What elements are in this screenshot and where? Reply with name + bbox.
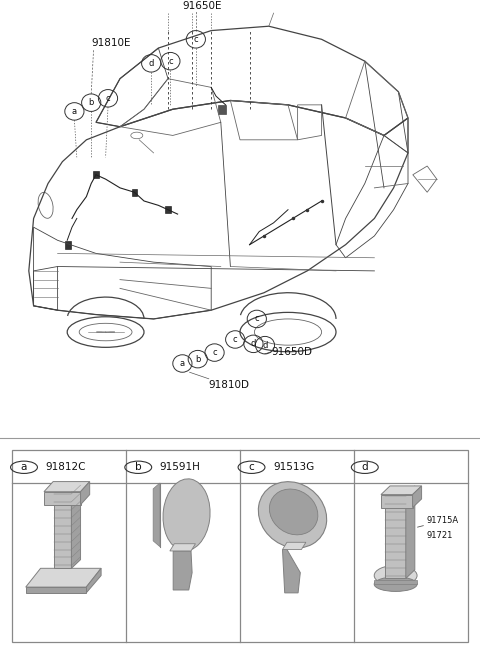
Polygon shape [153,483,160,547]
Text: c: c [212,348,217,357]
Polygon shape [283,542,306,549]
Text: b: b [88,98,94,107]
Polygon shape [406,486,415,578]
Text: d: d [262,341,268,350]
Polygon shape [81,482,90,505]
Text: b: b [135,463,142,472]
Text: c: c [254,315,259,323]
Text: c: c [233,335,238,344]
Text: c: c [168,57,173,66]
Ellipse shape [258,482,327,548]
Polygon shape [381,486,421,495]
Bar [12,450,468,642]
Text: 91650D: 91650D [271,347,312,357]
Text: 91715A: 91715A [426,516,458,525]
Text: d: d [361,463,368,472]
Text: 91812C: 91812C [46,463,86,472]
Polygon shape [385,495,406,578]
Polygon shape [44,482,90,491]
Ellipse shape [163,479,210,551]
Text: a: a [72,107,77,116]
Polygon shape [72,483,81,568]
Text: d: d [148,59,154,68]
Polygon shape [283,549,300,593]
Ellipse shape [269,489,318,535]
Polygon shape [26,587,86,593]
Bar [165,206,171,214]
Text: 91650E: 91650E [182,1,222,11]
Polygon shape [54,491,72,568]
Polygon shape [173,551,192,590]
Text: c: c [193,35,198,44]
Bar [132,189,137,196]
Text: c: c [249,463,254,472]
Text: a: a [21,463,27,472]
Text: 91810E: 91810E [91,38,131,48]
Text: 91810D: 91810D [209,380,250,390]
Text: b: b [195,355,201,363]
Polygon shape [374,580,417,584]
Text: 91591H: 91591H [160,463,201,472]
Polygon shape [381,495,412,508]
Text: a: a [180,359,185,368]
Ellipse shape [374,577,417,591]
Polygon shape [170,544,195,551]
Bar [93,171,99,178]
Text: c: c [106,94,110,102]
Text: d: d [251,340,256,348]
Text: 91513G: 91513G [273,463,314,472]
Bar [218,105,226,114]
Ellipse shape [374,566,417,585]
Polygon shape [26,568,101,587]
Text: 91721: 91721 [426,531,453,539]
Polygon shape [86,568,101,593]
Bar [65,241,71,249]
Polygon shape [412,486,421,508]
Polygon shape [44,491,81,505]
